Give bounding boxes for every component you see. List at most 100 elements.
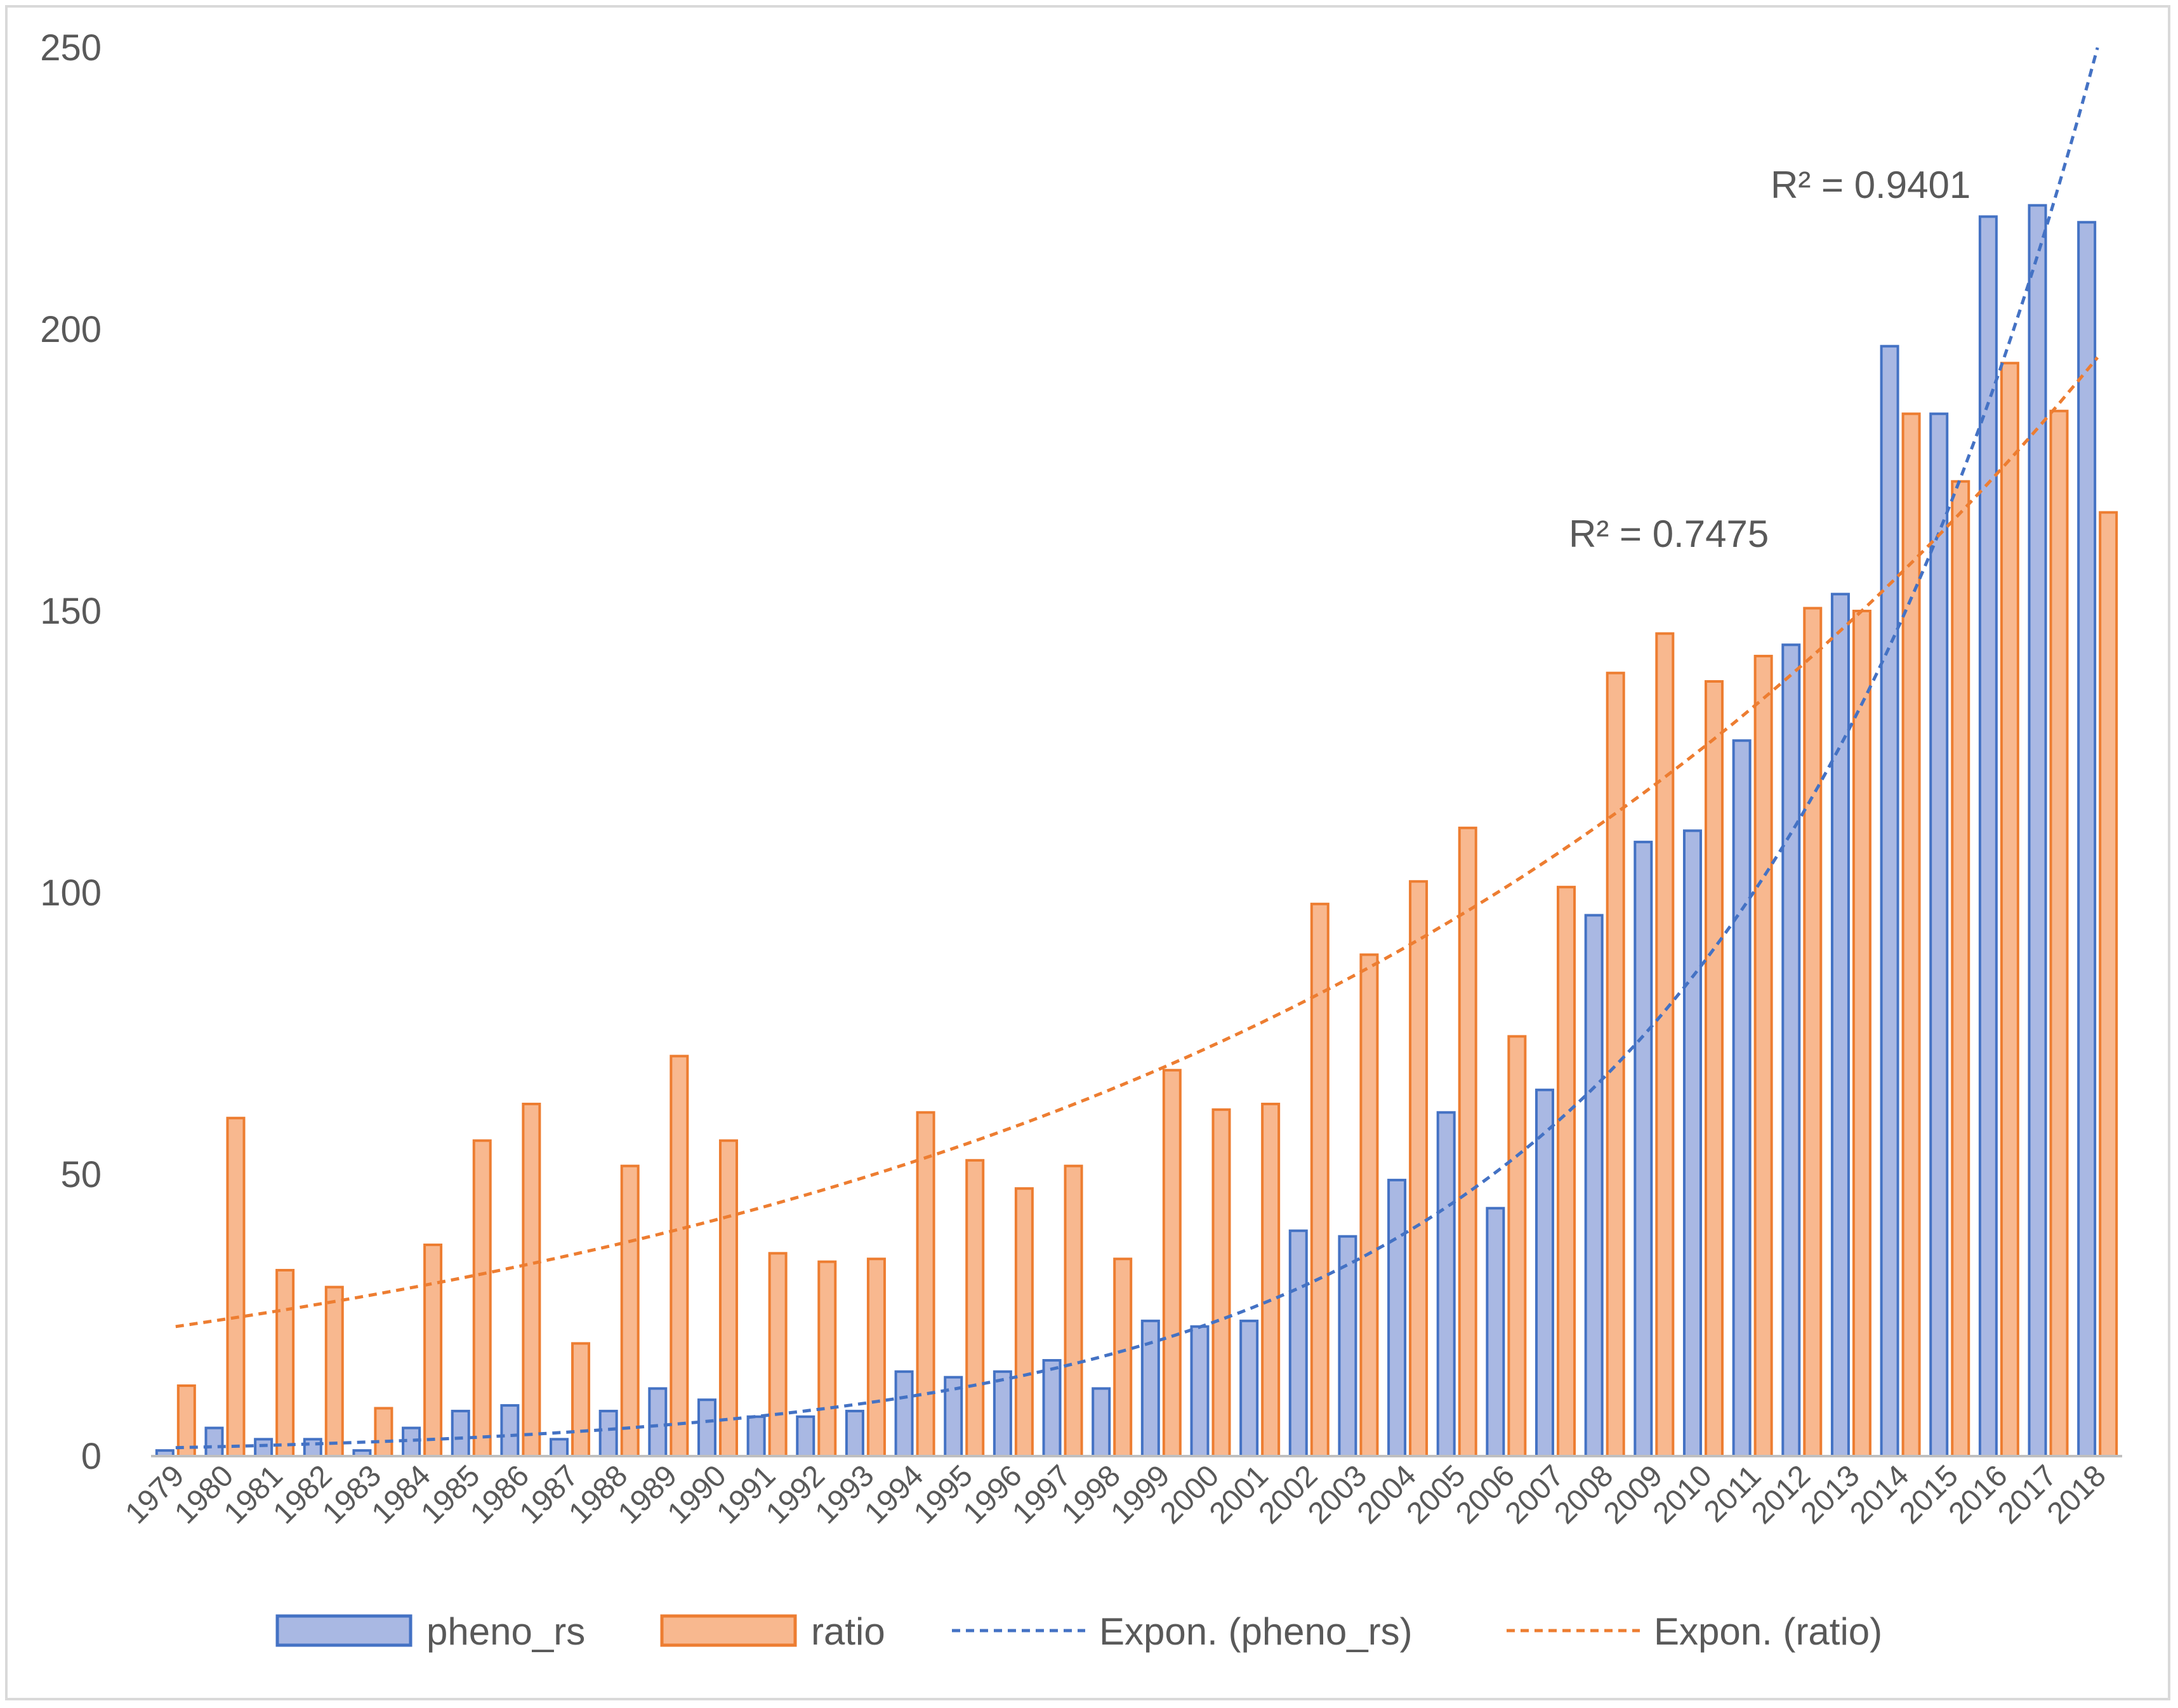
r-squared-labels: R² = 0.9401 R² = 0.7475 xyxy=(1569,164,1970,555)
bar-ratio-1991 xyxy=(768,1252,788,1457)
bar-pheno_rs-1991 xyxy=(746,1415,766,1458)
r2-label-ratio: R² = 0.7475 xyxy=(1569,513,1769,555)
bar-pheno_rs-1998 xyxy=(1092,1387,1111,1457)
bar-pheno_rs-2017 xyxy=(2028,204,2047,1457)
trendline-ratio xyxy=(175,356,2099,1329)
bar-ratio-2004 xyxy=(1409,880,1429,1457)
bar-ratio-1998 xyxy=(1113,1258,1133,1457)
bar-marks xyxy=(155,204,2118,1458)
bar-ratio-2001 xyxy=(1261,1103,1281,1457)
bar-pheno_rs-1981 xyxy=(254,1438,274,1458)
bar-pheno_rs-1987 xyxy=(550,1438,569,1458)
bar-ratio-1992 xyxy=(817,1260,837,1457)
bar-ratio-2007 xyxy=(1557,886,1576,1457)
bar-pheno_rs-2013 xyxy=(1830,593,1850,1457)
bar-pheno_rs-1994 xyxy=(894,1370,914,1458)
bar-pheno_rs-2000 xyxy=(1190,1325,1210,1458)
bar-ratio-1980 xyxy=(226,1117,246,1457)
bar-ratio-1981 xyxy=(275,1268,295,1457)
bar-pheno_rs-1990 xyxy=(697,1398,716,1457)
bar-series-ratio xyxy=(176,362,2118,1458)
bar-pheno_rs-1989 xyxy=(648,1387,668,1457)
bar-ratio-2017 xyxy=(2049,409,2069,1457)
bar-ratio-1994 xyxy=(916,1111,935,1457)
bar-ratio-2009 xyxy=(1655,632,1675,1457)
bar-ratio-2002 xyxy=(1310,902,1330,1457)
bar-ratio-1985 xyxy=(472,1139,492,1457)
bar-ratio-2013 xyxy=(1852,610,1871,1457)
bar-ratio-2014 xyxy=(1901,412,1921,1458)
bar-pheno_rs-1986 xyxy=(500,1404,520,1458)
bar-pheno_rs-1985 xyxy=(451,1409,470,1457)
legend-label-pheno-rs: pheno_rs xyxy=(426,1610,585,1653)
bar-pheno_rs-1982 xyxy=(303,1438,322,1458)
x-tick-label-2018: 2018 xyxy=(2041,1459,2113,1530)
bar-ratio-1987 xyxy=(571,1342,591,1457)
bar-pheno_rs-1999 xyxy=(1140,1319,1160,1457)
bar-ratio-2003 xyxy=(1359,953,1379,1458)
bar-pheno_rs-2010 xyxy=(1682,829,1702,1457)
legend-label-expon-ratio: Expon. (ratio) xyxy=(1654,1610,1882,1653)
bar-pheno_rs-2012 xyxy=(1781,643,1801,1457)
bar-pheno_rs-2006 xyxy=(1486,1207,1505,1458)
bar-pheno_rs-2001 xyxy=(1239,1319,1259,1457)
bar-ratio-1989 xyxy=(670,1054,689,1457)
bar-pheno_rs-1997 xyxy=(1042,1359,1062,1458)
bar-ratio-2005 xyxy=(1458,826,1477,1457)
bar-ratio-1997 xyxy=(1064,1164,1083,1458)
y-tick-label-0: 0 xyxy=(81,1436,102,1477)
bar-pheno_rs-2002 xyxy=(1288,1229,1308,1458)
bar-pheno_rs-1980 xyxy=(204,1426,224,1458)
bar-pheno_rs-1996 xyxy=(993,1370,1012,1458)
legend-swatch-ratio xyxy=(660,1614,797,1647)
bar-ratio-2012 xyxy=(1803,607,1823,1457)
bar-ratio-1990 xyxy=(718,1139,738,1457)
bar-ratio-2011 xyxy=(1753,655,1773,1457)
legend: pheno_rs ratio Expon. (pheno_rs) Expon. … xyxy=(275,1610,1882,1653)
r2-label-pheno-rs: R² = 0.9401 xyxy=(1771,164,1970,206)
y-tick-label-250: 250 xyxy=(40,27,102,69)
legend-label-ratio: ratio xyxy=(811,1610,885,1653)
y-tick-label-200: 200 xyxy=(40,309,102,350)
y-tick-label-100: 100 xyxy=(40,872,102,914)
bar-pheno_rs-2004 xyxy=(1387,1178,1407,1457)
bar-ratio-2015 xyxy=(1951,480,1970,1457)
bar-ratio-1979 xyxy=(176,1384,196,1457)
bar-ratio-1988 xyxy=(620,1164,640,1458)
bar-ratio-1986 xyxy=(522,1103,541,1457)
bar-ratio-2010 xyxy=(1704,680,1724,1457)
bar-pheno_rs-2011 xyxy=(1732,739,1752,1457)
trendline-pheno_rs xyxy=(175,47,2099,1450)
bar-ratio-1983 xyxy=(374,1407,393,1458)
bar-pheno_rs-2009 xyxy=(1634,841,1653,1457)
legend-swatch-pheno-rs xyxy=(275,1614,412,1647)
bar-ratio-2016 xyxy=(2000,362,2019,1457)
bar-pheno_rs-1993 xyxy=(845,1409,864,1457)
bar-ratio-1982 xyxy=(324,1285,344,1457)
bar-ratio-2008 xyxy=(1606,671,1625,1457)
y-tick-label-150: 150 xyxy=(40,591,102,632)
bar-pheno_rs-2003 xyxy=(1338,1235,1357,1458)
y-axis-tick-labels: 0 50 100 150 200 250 xyxy=(40,27,102,1477)
bar-pheno_rs-1992 xyxy=(796,1415,815,1458)
x-axis-tick-labels: 1979198019811982198319841985198619871988… xyxy=(119,1459,2113,1530)
bar-ratio-1996 xyxy=(1014,1187,1034,1457)
bar-pheno_rs-2007 xyxy=(1535,1088,1555,1458)
bar-ratio-1995 xyxy=(965,1159,985,1458)
bar-ratio-2000 xyxy=(1211,1108,1231,1457)
bar-pheno_rs-1988 xyxy=(598,1409,618,1457)
bar-ratio-2018 xyxy=(2099,511,2118,1457)
legend-label-expon-pheno-rs: Expon. (pheno_rs) xyxy=(1099,1610,1413,1653)
bar-pheno_rs-2015 xyxy=(1929,412,1949,1458)
bar-pheno_rs-2018 xyxy=(2077,221,2097,1457)
bar-ratio-2006 xyxy=(1507,1035,1527,1457)
bar-ratio-1999 xyxy=(1162,1068,1182,1457)
bar-pheno_rs-2014 xyxy=(1880,345,1899,1457)
bar-pheno_rs-2005 xyxy=(1436,1111,1456,1457)
trendlines xyxy=(175,47,2099,1450)
bar-ratio-1984 xyxy=(423,1244,443,1457)
bar-ratio-1993 xyxy=(866,1258,886,1457)
y-tick-label-50: 50 xyxy=(60,1154,102,1195)
bar-pheno_rs-2008 xyxy=(1584,914,1604,1457)
